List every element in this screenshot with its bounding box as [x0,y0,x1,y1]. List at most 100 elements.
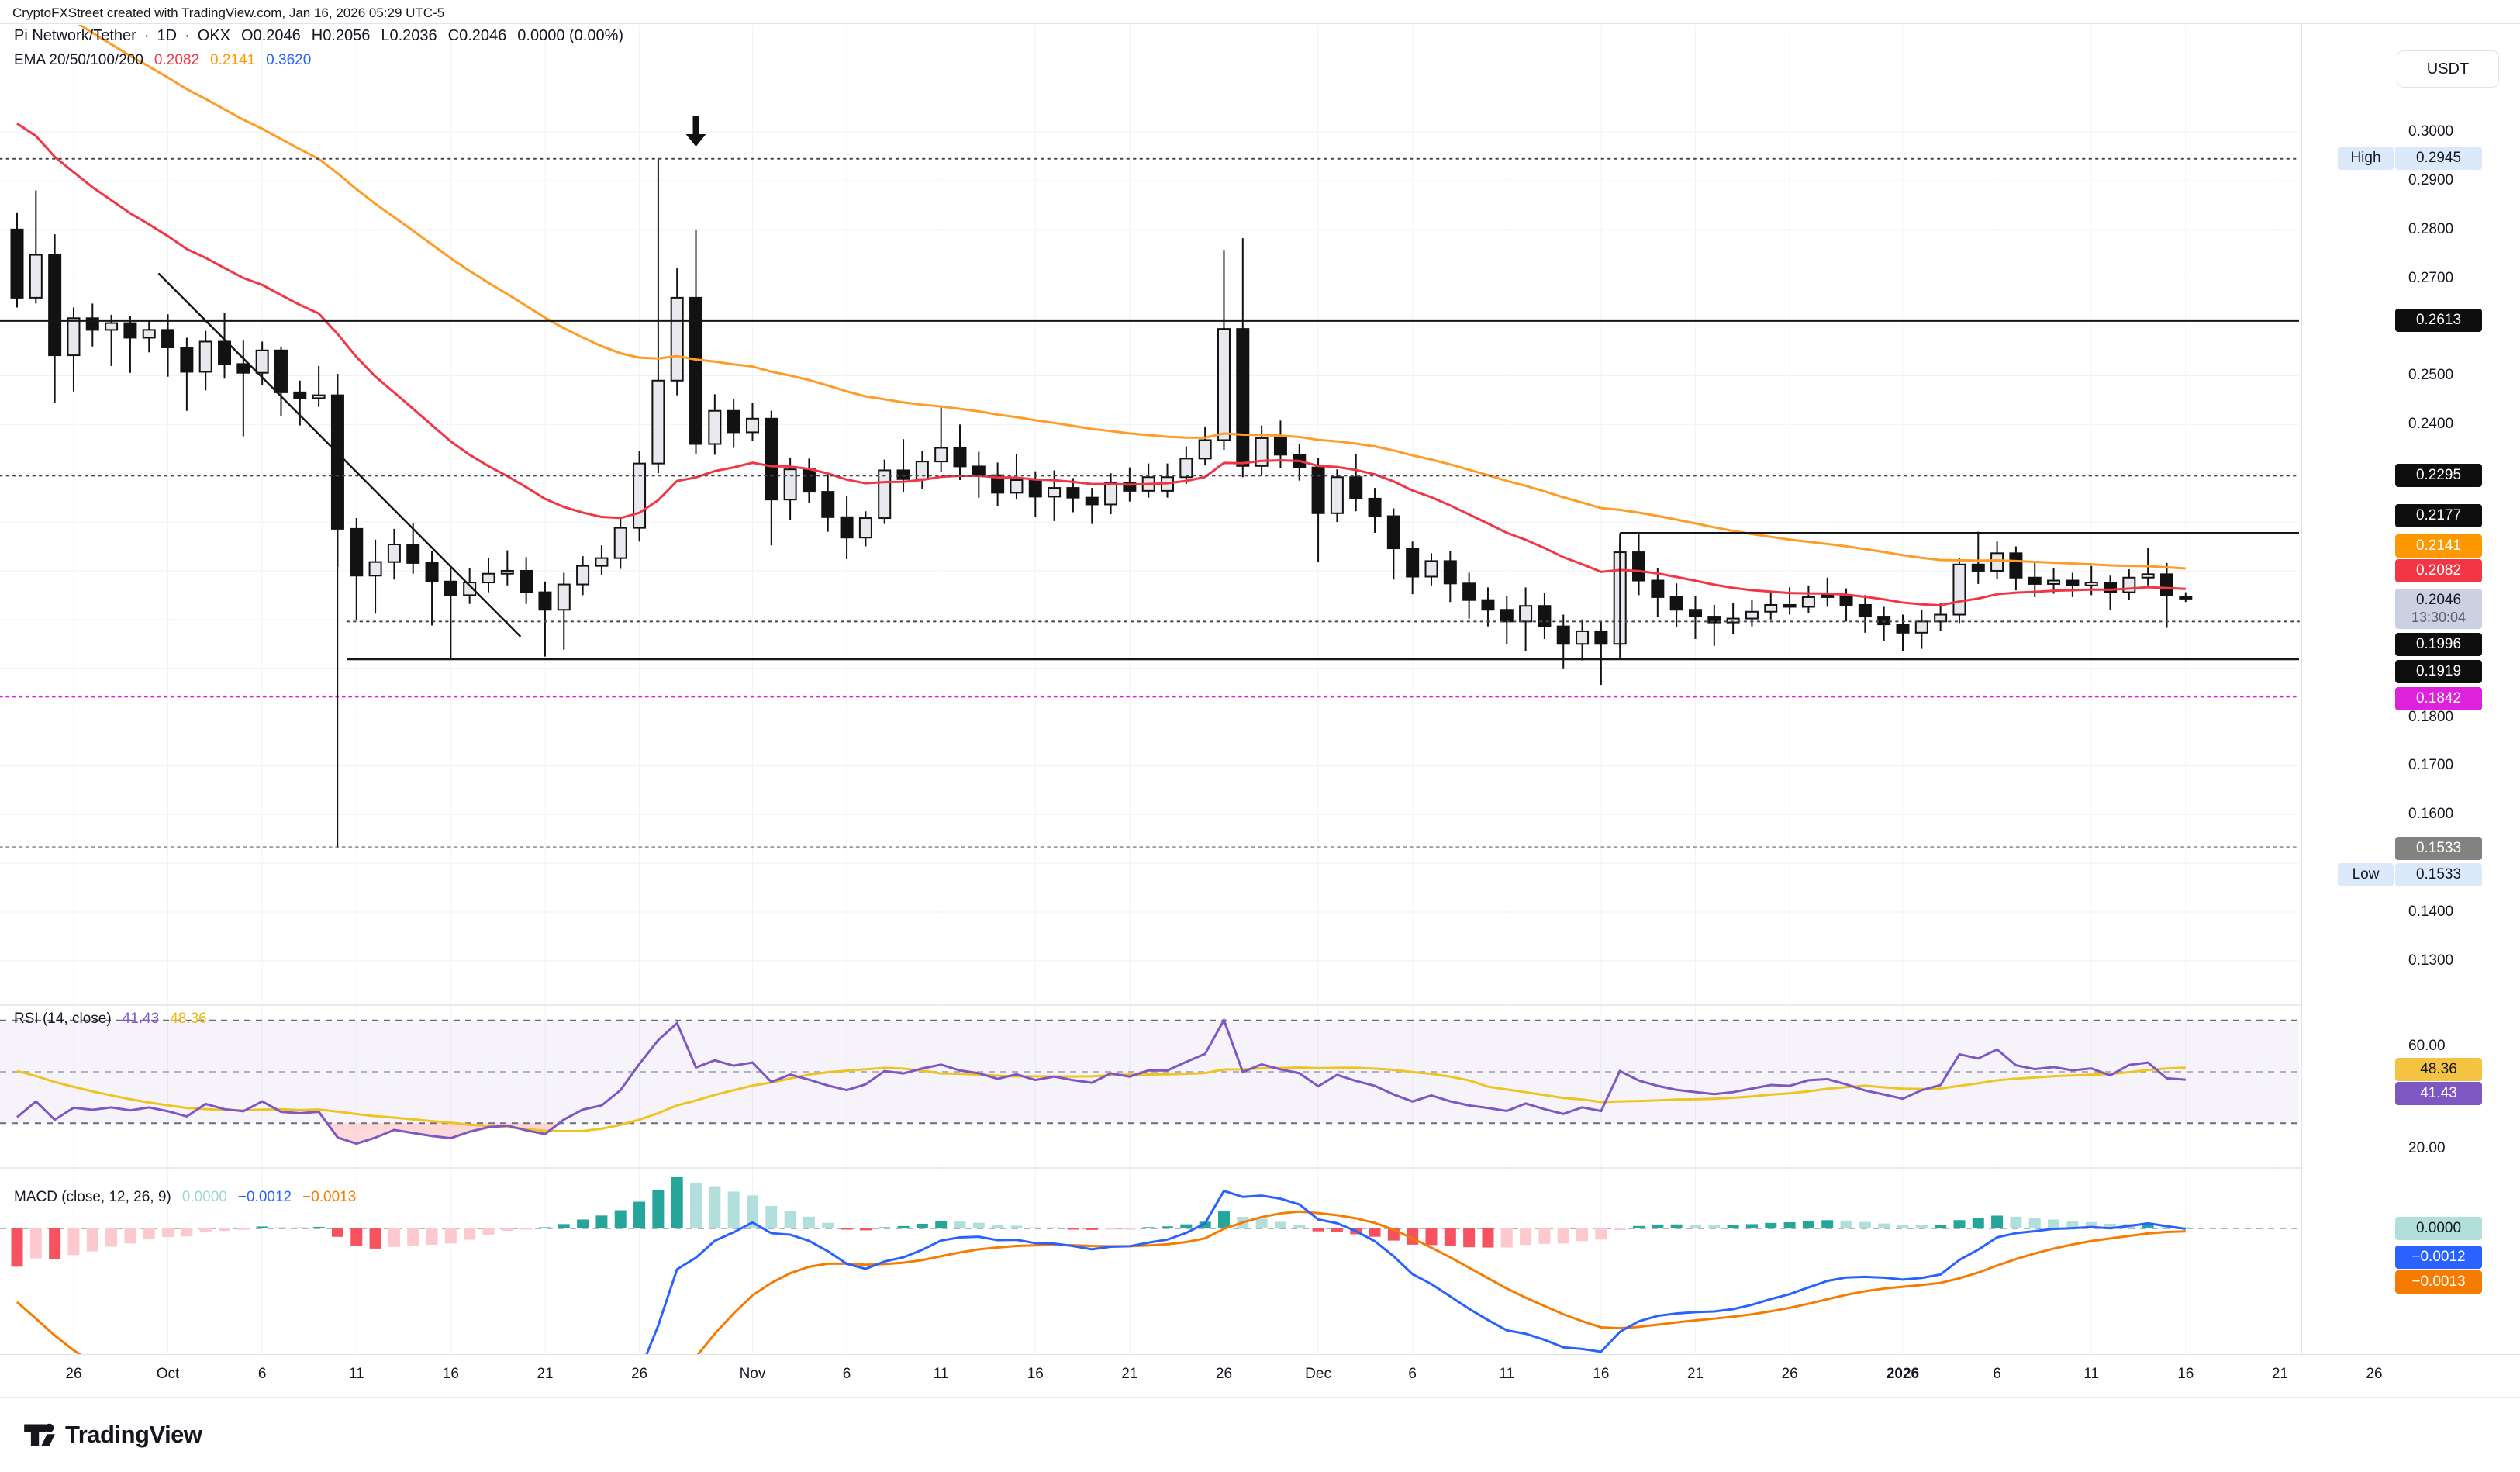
ema50-line [78,25,2186,570]
price-label-0.2141: 0.2141 [2395,534,2482,558]
trendline [157,272,522,638]
time-label-6: 6 [1993,1366,2001,1382]
time-label-26: 26 [1781,1366,1798,1382]
macd-legend-values: 0.0000 −0.0012 −0.0013 [182,1189,357,1206]
change-value: 0.0000 (0.00%) [517,27,624,44]
ema20-line [16,122,2186,607]
time-label-26: 26 [630,1366,648,1382]
legend-separator: · [143,27,150,44]
price-tick-0.1700: 0.1700 [2408,757,2454,774]
attribution-bar: CryptoFXStreet created with TradingView.… [0,0,2520,23]
time-label-2026: 2026 [1886,1366,1920,1382]
ema-legend-label[interactable]: EMA 20/50/100/200 [14,52,143,68]
down-arrow-icon [685,116,706,147]
time-label-16: 16 [1027,1366,1044,1382]
price-label-0.2177: 0.2177 [2395,504,2482,527]
rsi-tick-60.00: 60.00 [2408,1037,2446,1054]
time-label-11: 11 [1499,1366,1515,1382]
price-tick-0.1300: 0.1300 [2408,952,2454,969]
rsi-tick-20.00: 20.00 [2408,1140,2446,1157]
rsi-ma-line [16,1066,2186,1133]
time-label-16: 16 [442,1366,459,1382]
time-label-21: 21 [537,1366,554,1382]
symbol-legend[interactable]: Pi Network/Tether · 1D · OKX O0.2046 H0.… [14,27,623,45]
price-tick-0.2700: 0.2700 [2408,269,2454,286]
price-tick-0.1400: 0.1400 [2408,904,2454,921]
price-tick-0.2500: 0.2500 [2408,367,2454,384]
chart-area[interactable]: Pi Network/Tether · 1D · OKX O0.2046 H0.… [0,23,2520,1398]
time-axis[interactable]: 26 Oct 6 11 16 21 26 Nov 6 11 16 21 26 Dec 6 11 16 21 26 20… [0,1354,2520,1398]
price-axis[interactable]: USDT 0.3000 0.2900 0.2800 0.2700 0.2500 0.240… [2301,24,2520,1395]
symbol-title[interactable]: Pi Network/Tether [14,27,136,44]
chart-canvas[interactable] [0,24,2520,1395]
time-label-Oct: Oct [156,1366,180,1382]
ohlc-high: H0.2056 [311,27,371,44]
rsi-label-41.43: 41.43 [2395,1082,2482,1105]
time-label-16: 16 [1593,1366,1610,1382]
time-label-26: 26 [65,1366,82,1382]
tradingview-wordmark: TradingView [65,1421,202,1448]
macd-label-−0.0012: −0.0012 [2395,1246,2482,1269]
macd-legend[interactable]: MACD (close, 12, 26, 9) 0.0000 −0.0012 −0.… [14,1189,356,1206]
time-label-6: 6 [1408,1366,1417,1382]
legend-value: 0.0000 [181,1189,227,1205]
rsi-legend-label[interactable]: RSI (14, close) [14,1011,112,1027]
time-label-11: 11 [933,1366,949,1382]
ohlc-low: L0.2036 [381,27,437,44]
price-label-0.1533-prefix: Low [2338,863,2394,886]
attribution-text: CryptoFXStreet created with TradingView.… [12,5,445,20]
price-label-0.1919: 0.1919 [2395,660,2482,683]
symbol-exchange: OKX [197,27,231,44]
price-tick-0.2900: 0.2900 [2408,172,2454,188]
time-label-Dec: Dec [1305,1366,1331,1382]
ohlc-close: C0.2046 [447,27,507,44]
time-label-26: 26 [1215,1366,1233,1382]
macd-signal-line [16,1210,2186,1354]
time-label-21: 21 [1686,1366,1704,1382]
price-label-0.2295: 0.2295 [2395,464,2482,487]
legend-value: 0.2141 [210,52,256,68]
time-label-16: 16 [2177,1366,2194,1382]
price-label-0.1842: 0.1842 [2395,687,2482,710]
price-label-0.2945: 0.2945 [2395,147,2482,170]
price-label-0.2945-prefix: High [2338,147,2394,170]
ohlc-open: O0.2046 [241,27,301,44]
price-label-0.2082: 0.2082 [2395,559,2482,582]
symbol-interval[interactable]: 1D [157,27,178,44]
ema-legend-values: 0.2082 0.2141 0.3620 [154,52,311,69]
rsi-label-48.36: 48.36 [2395,1058,2482,1081]
price-tick-0.1800: 0.1800 [2408,708,2454,725]
price-label-0.2046: 0.2046 13:30:04 [2395,589,2482,629]
time-label-11: 11 [348,1366,364,1382]
legend-separator: · [185,27,190,44]
macd-histogram [11,1177,2192,1267]
time-label-21: 21 [1121,1366,1138,1382]
time-label-11: 11 [2083,1366,2100,1382]
price-label-0.2613: 0.2613 [2395,309,2482,332]
macd-label-−0.0013: −0.0013 [2395,1270,2482,1294]
price-tick-0.2400: 0.2400 [2408,416,2454,433]
currency-button[interactable]: USDT [2397,50,2499,88]
rsi-legend[interactable]: RSI (14, close) 41.43 48.36 [14,1011,207,1028]
price-tick-0.1600: 0.1600 [2408,806,2454,823]
macd-line [645,1189,2187,1354]
time-label-6: 6 [257,1366,267,1382]
rsi-legend-values: 41.43 48.36 [123,1011,207,1028]
legend-value: −0.0012 [237,1189,292,1205]
price-label-0.1533: 0.1533 [2395,837,2482,860]
macd-label-0.0000: 0.0000 [2395,1217,2482,1240]
time-label-21: 21 [2271,1366,2288,1382]
legend-value: 41.43 [122,1011,160,1027]
legend-value: 48.36 [170,1011,207,1027]
ema-legend[interactable]: EMA 20/50/100/200 0.2082 0.2141 0.3620 [14,52,311,69]
time-label-26: 26 [2366,1366,2383,1382]
time-label-Nov: Nov [739,1366,766,1382]
legend-value: 0.3620 [266,52,312,68]
legend-value: −0.0013 [302,1189,357,1205]
time-label-6: 6 [842,1366,851,1382]
price-tick-0.3000: 0.3000 [2408,123,2454,140]
tradingview-logo-icon [24,1423,55,1446]
macd-legend-label[interactable]: MACD (close, 12, 26, 9) [14,1189,171,1205]
legend-value: 0.2082 [154,52,200,68]
tradingview-footer[interactable]: TradingView [22,1412,487,1458]
